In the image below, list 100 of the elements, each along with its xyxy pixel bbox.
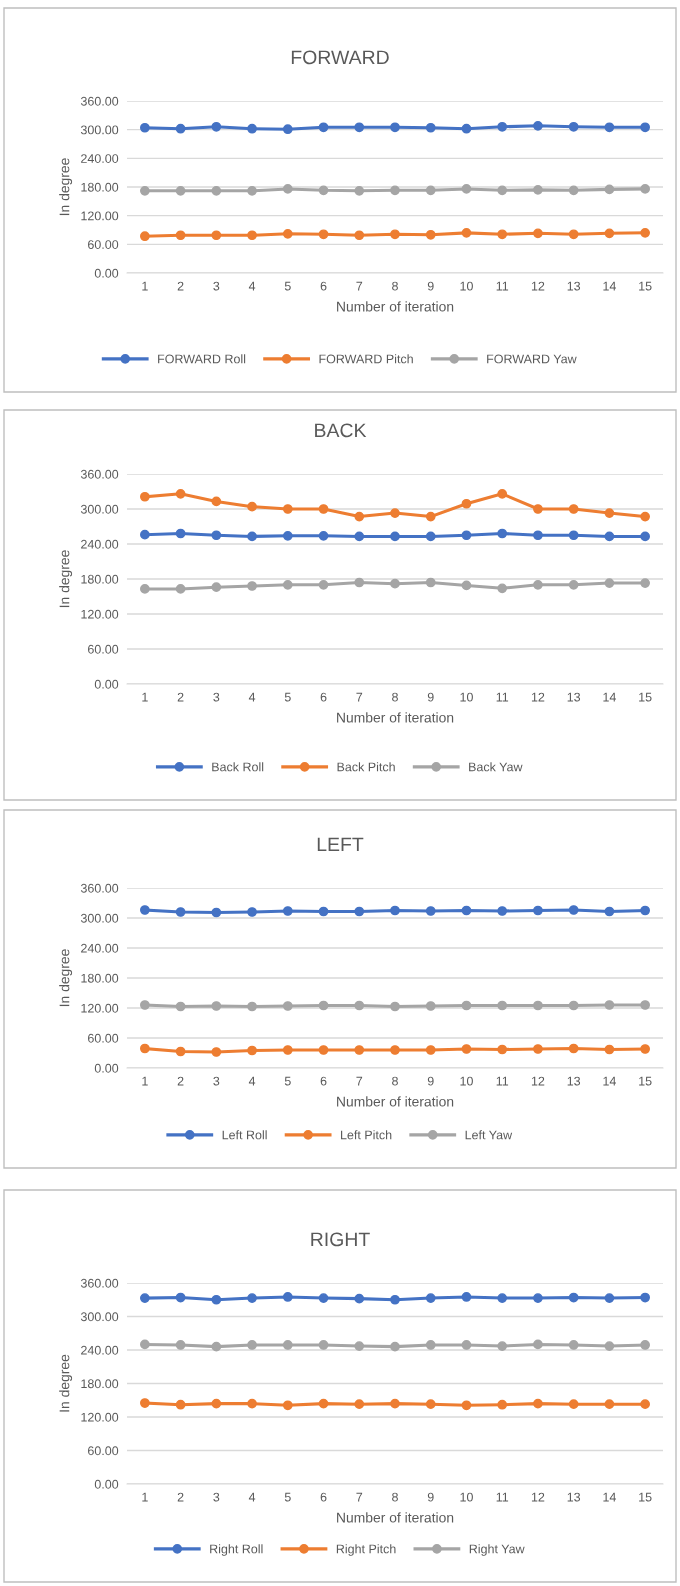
y-tick-label: 120.00: [81, 211, 119, 221]
point: [247, 230, 257, 241]
point: [282, 530, 293, 541]
point: [175, 1001, 186, 1012]
point: [140, 1043, 150, 1054]
y-tick-label: 0.00: [94, 679, 119, 689]
point: [497, 121, 508, 132]
x-tick-label: 7: [356, 1492, 363, 1502]
point: [140, 1398, 150, 1408]
point: [568, 1043, 579, 1054]
x-tick-label: 2: [177, 281, 184, 291]
point: [247, 185, 257, 196]
point: [568, 905, 579, 915]
point: [175, 230, 186, 241]
point: [604, 228, 615, 239]
point: [604, 578, 615, 588]
point: [140, 584, 150, 594]
legend-label: Back Pitch: [337, 762, 395, 772]
x-tick-label: 13: [567, 692, 581, 702]
point: [211, 496, 222, 507]
x-tick-label: 11: [496, 1492, 509, 1502]
point: [604, 184, 615, 195]
x-tick-label: 1: [142, 692, 148, 702]
point: [175, 488, 186, 499]
legend-label: FORWARD Roll: [158, 354, 246, 364]
x-tick-label: 3: [213, 1492, 220, 1502]
point: [318, 579, 329, 590]
x-tick-label: 8: [392, 1076, 398, 1086]
x-tick-label: 11: [496, 692, 509, 702]
point: [354, 1045, 365, 1055]
point: [640, 905, 650, 916]
point: [497, 1341, 508, 1351]
x-tick-label: 12: [531, 281, 545, 291]
x-tick-label: 10: [460, 692, 473, 702]
y-tick-label: 300.00: [80, 913, 119, 923]
point: [354, 185, 365, 196]
point: [354, 1293, 365, 1304]
y-tick-label: 60.00: [88, 1033, 119, 1043]
point: [604, 906, 615, 917]
point: [640, 122, 650, 133]
x-tick-label: 5: [284, 692, 291, 702]
point: [497, 488, 508, 499]
point: [247, 531, 257, 542]
point: [390, 1398, 400, 1409]
y-axis-title: In degree: [59, 1354, 73, 1412]
point: [390, 229, 400, 240]
x-tick-label: 12: [531, 1076, 545, 1086]
point: [318, 530, 329, 541]
point: [461, 580, 472, 591]
point: [211, 1001, 222, 1011]
x-tick-label: 15: [639, 1492, 652, 1502]
point: [390, 578, 400, 589]
point: [568, 530, 579, 541]
point: [247, 501, 257, 512]
point: [282, 1400, 293, 1411]
point: [140, 529, 150, 540]
x-tick-label: 7: [356, 281, 363, 291]
point: [140, 185, 150, 196]
y-tick-label: 180.00: [81, 1379, 119, 1389]
point: [425, 511, 436, 522]
point: [604, 1000, 615, 1010]
point: [568, 1399, 579, 1410]
point: [140, 1000, 150, 1010]
point: [425, 1045, 436, 1055]
point: [247, 1340, 257, 1350]
point: [175, 123, 186, 134]
point: [533, 1339, 543, 1350]
point: [390, 905, 400, 916]
x-tick-label: 3: [213, 1076, 220, 1086]
point: [175, 1340, 186, 1350]
x-tick-label: 12: [531, 692, 545, 702]
point: [390, 508, 400, 518]
point: [390, 1001, 400, 1012]
point: [425, 229, 436, 240]
point: [318, 122, 329, 133]
point: [640, 1000, 650, 1010]
point: [568, 504, 579, 514]
x-tick-label: 8: [392, 281, 398, 291]
chart-title: BACK: [315, 423, 367, 438]
point: [318, 1398, 329, 1409]
x-tick-label: 6: [320, 1492, 327, 1502]
point: [533, 120, 543, 131]
legend-label: Back Yaw: [469, 762, 523, 772]
point: [354, 577, 365, 588]
point: [533, 228, 543, 239]
chart-title: LEFT: [317, 837, 364, 852]
y-tick-label: 360.00: [80, 96, 119, 106]
point: [282, 1001, 293, 1011]
x-tick-label: 1: [142, 1492, 148, 1502]
x-tick-label: 9: [427, 1076, 434, 1086]
point: [318, 1340, 329, 1350]
x-axis-title: Number of iteration: [337, 1096, 454, 1107]
point: [461, 123, 472, 134]
point: [497, 528, 508, 539]
x-tick-label: 4: [248, 692, 256, 702]
point: [497, 1044, 508, 1055]
point: [640, 1292, 650, 1303]
x-tick-label: 14: [603, 1492, 616, 1502]
point: [425, 531, 436, 542]
point: [318, 1293, 329, 1303]
